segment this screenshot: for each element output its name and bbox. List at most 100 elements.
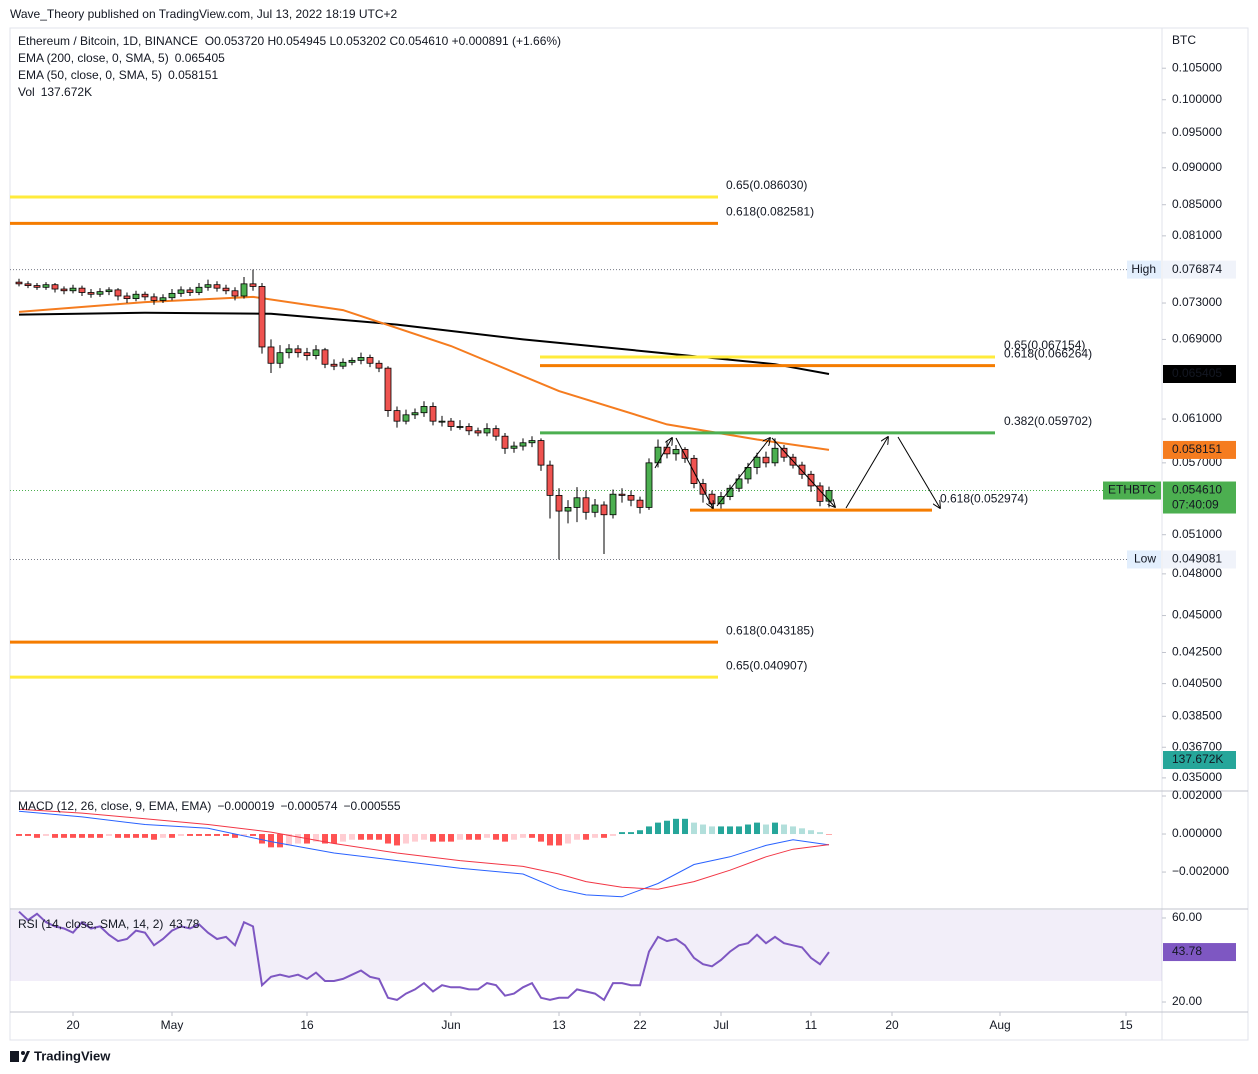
candle-body	[564, 507, 572, 512]
candle-body	[654, 446, 662, 464]
candle-body	[69, 287, 77, 292]
candle-body	[276, 352, 284, 364]
macd-histogram-bar	[376, 834, 382, 840]
candle-body	[366, 357, 374, 364]
x-tick-label: May	[161, 1018, 184, 1032]
macd-histogram-bar	[322, 834, 328, 844]
candle-body	[213, 284, 221, 289]
volume-tag-value: 137.672K	[1172, 752, 1223, 766]
macd-histogram-bar	[709, 826, 715, 835]
x-tick-label: Jun	[441, 1018, 460, 1032]
candle-body	[168, 292, 176, 299]
macd-histogram-bar	[511, 834, 517, 840]
candle-body	[591, 504, 599, 513]
legend-macd: MACD (12, 26, close, 9, EMA, EMA)	[18, 799, 211, 813]
y-tick-label: 0.045000	[1172, 608, 1222, 622]
footer-brand: TradingView	[34, 1048, 111, 1063]
y-tick-label: 0.085000	[1172, 197, 1222, 211]
symbol-tag-label: ETHBTC	[1108, 483, 1156, 497]
candle-body	[402, 414, 410, 422]
candle-body	[357, 357, 365, 361]
macd-histogram-bar	[385, 834, 391, 844]
candle-body	[105, 289, 113, 293]
candle-body	[420, 406, 428, 414]
legend-macd-histogram: −0.000019	[217, 799, 274, 813]
macd-histogram-bar	[232, 834, 238, 838]
fib-label: 0.65(0.040907)	[726, 658, 807, 672]
candle-body	[735, 478, 743, 489]
candle-body	[51, 284, 59, 290]
macd-histogram-bar	[223, 834, 229, 836]
y-tick-label: 0.090000	[1172, 160, 1222, 174]
candle-body	[618, 493, 626, 496]
candle-body	[681, 448, 689, 459]
fib-label: 0.65(0.086030)	[726, 178, 807, 192]
macd-histogram-bar	[817, 832, 823, 835]
candle-body	[393, 410, 401, 422]
symbol-tag	[1103, 481, 1161, 500]
macd-histogram-bar	[124, 834, 130, 838]
low-level-tag-label: Low	[1134, 552, 1156, 566]
candle-body	[627, 494, 635, 501]
legend-rsi: RSI (14, close, SMA, 14, 2)	[18, 917, 163, 931]
macd-histogram-bar	[808, 830, 814, 835]
ema-line	[18, 311, 830, 375]
candle-body	[42, 284, 50, 288]
macd-histogram-bar	[448, 834, 454, 842]
plot-area	[10, 269, 1162, 1002]
macd-histogram-bar	[394, 834, 400, 846]
ema-tag-value: 0.058151	[1172, 442, 1222, 456]
candle-body	[141, 293, 149, 298]
macd-histogram-bar	[637, 830, 643, 835]
axis-unit: BTC	[1172, 33, 1196, 47]
macd-histogram-bar	[520, 834, 526, 838]
macd-histogram-bar	[466, 834, 472, 840]
x-tick-label: 22	[633, 1018, 647, 1032]
candle-body	[132, 293, 140, 300]
y-tick-label: 0.036700	[1172, 739, 1222, 753]
macd-histogram-bar	[502, 834, 508, 842]
legend-volume-value: 137.672K	[41, 85, 92, 99]
candle-body	[87, 292, 95, 295]
low-level-tag	[1127, 550, 1161, 569]
candle-body	[258, 286, 266, 348]
candle-body	[429, 406, 437, 422]
fib-label: 0.382(0.059702)	[1004, 414, 1092, 428]
high-level-tag-label: High	[1131, 262, 1156, 276]
macd-histogram-bar	[682, 818, 688, 835]
macd-histogram-bar	[142, 834, 148, 838]
macd-histogram-bar	[295, 834, 301, 844]
macd-histogram-bar	[772, 822, 778, 835]
candle-body	[375, 362, 383, 369]
macd-histogram-bar	[700, 824, 706, 835]
candle-body	[78, 287, 86, 293]
macd-histogram-bar	[52, 834, 58, 838]
candle-body	[501, 435, 509, 449]
macd-histogram-bar	[475, 834, 481, 840]
candle-body	[114, 289, 122, 297]
candle-body	[312, 349, 320, 356]
rsi-line	[18, 910, 830, 1002]
ema-tag-value: 0.065405	[1172, 366, 1222, 380]
candle-body	[582, 497, 590, 513]
macd-histogram-bar	[331, 834, 337, 844]
macd-histogram-bar	[79, 834, 85, 838]
macd-histogram-bar	[826, 834, 832, 835]
macd-histogram-bar	[610, 834, 616, 836]
candle-body	[474, 430, 482, 434]
overlay: 0.105000 0.100000 0.095000 0.090000 0.085000…	[10, 33, 1236, 1032]
rsi-tag	[1163, 943, 1236, 962]
x-tick-label: 20	[66, 1018, 80, 1032]
macd-histogram-bar	[691, 822, 697, 835]
macd-histogram-bar	[601, 834, 607, 838]
fib-label: 0.618(0.043185)	[726, 623, 814, 637]
frame	[9, 27, 1249, 1041]
y-tick-label: 0.035000	[1172, 770, 1222, 784]
candle-body	[231, 290, 239, 297]
ema-tag	[1163, 440, 1236, 459]
y-tick-label: 0.061000	[1172, 411, 1222, 425]
macd-histogram-bar	[727, 826, 733, 835]
macd-histogram-bar	[430, 834, 436, 842]
candle-body	[186, 289, 194, 293]
